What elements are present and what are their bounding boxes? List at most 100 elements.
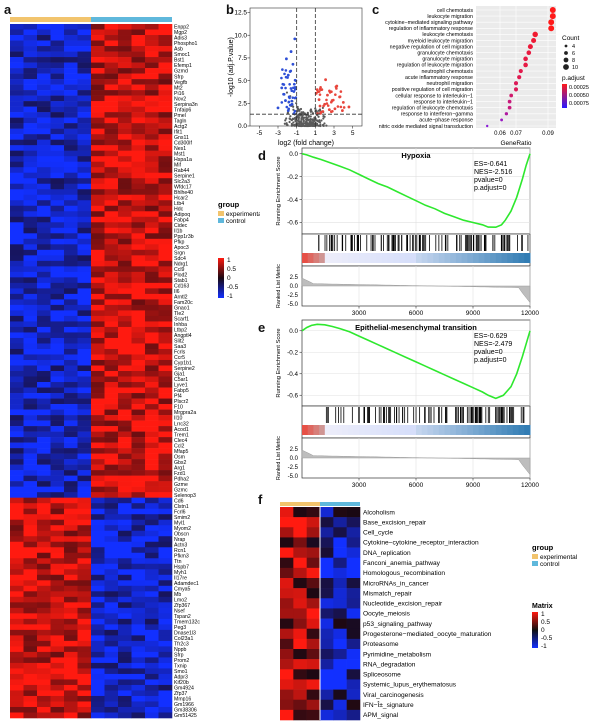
gene-label: Adamdec1	[174, 581, 199, 587]
heatmap-cell	[91, 448, 105, 454]
heatmap-cell	[10, 84, 24, 91]
heatmap-cell	[37, 227, 51, 234]
gene-label: Tmem132c	[174, 620, 200, 626]
gene-label: Tagln	[174, 118, 187, 124]
heatmap-cell	[77, 404, 92, 410]
pathway-heatmap-cell	[306, 618, 321, 630]
heatmap-cell	[37, 238, 51, 245]
heatmap-cell	[37, 150, 51, 157]
heatmap-cell	[23, 673, 38, 680]
gsea-e-y2-tick: -5.0	[288, 474, 299, 480]
heatmap-cell	[10, 101, 24, 107]
gsea-d-rank-strip	[364, 253, 371, 263]
volcano-point-nonsig	[323, 122, 326, 125]
heatmap-cell	[77, 613, 92, 620]
heatmap-cell	[145, 701, 159, 708]
heatmap-cell	[10, 150, 24, 157]
gene-label: Acod1	[174, 427, 189, 433]
heatmap-cell	[104, 668, 119, 675]
heatmap-cell	[158, 326, 173, 333]
heatmap-cell	[50, 222, 65, 229]
pathway-heatmap-cell	[280, 618, 294, 630]
heatmap-cell	[91, 470, 105, 476]
heatmap-cell	[10, 563, 24, 570]
volcano-xlabel: log2 (fold change)	[278, 140, 334, 147]
heatmap-cell	[158, 602, 173, 609]
heatmap-cell	[131, 29, 146, 36]
heatmap-cell	[64, 315, 78, 322]
heatmap-cell	[23, 503, 38, 509]
gsea-e-rank-strip	[501, 425, 508, 435]
heatmap-cell	[77, 536, 92, 543]
heatmap-cell	[145, 343, 159, 350]
gsea-d-rank-strip	[302, 253, 309, 263]
heatmap-cell	[77, 57, 92, 63]
gsea-e-rank-strip	[376, 425, 383, 435]
heatmap-cell	[10, 167, 24, 174]
gene-label: Fabp4	[174, 217, 189, 223]
heatmap-cell	[37, 51, 51, 58]
heatmap-cell	[50, 260, 65, 267]
heatmap-cell	[118, 222, 132, 229]
volcano-point-nonsig	[302, 119, 305, 122]
gsea-e-rank-strip	[495, 425, 502, 435]
heatmap-cell	[131, 244, 146, 251]
pathway-label: Fanconi_anemia_pathway	[363, 560, 441, 567]
volcano-point-down	[280, 101, 284, 104]
heatmap-cell	[50, 481, 65, 487]
gene-label: Sfrp	[174, 74, 184, 80]
heatmap-cell	[104, 90, 119, 96]
heatmap-cell	[145, 150, 159, 157]
heatmap-cell	[104, 470, 119, 476]
gene-label: Smo1	[174, 669, 188, 675]
heatmap-cell	[118, 112, 132, 118]
volcano-point-nonsig	[314, 107, 317, 110]
heatmap-cell	[91, 293, 105, 300]
heatmap-cell	[23, 371, 38, 377]
heatmap-cell	[145, 271, 159, 278]
heatmap-cell	[118, 266, 132, 273]
heatmap-cell	[118, 668, 132, 675]
volcano-point-down	[289, 50, 293, 53]
heatmap-cell	[50, 453, 65, 460]
heatmap-cell	[118, 271, 132, 278]
heatmap-cell	[10, 359, 24, 366]
volcano-point-nonsig	[285, 123, 288, 126]
heatmap-cell	[118, 651, 132, 658]
heatmap-cell	[104, 690, 119, 697]
gsea-e-rank-strip	[364, 425, 371, 435]
heatmap-cell	[50, 101, 65, 107]
heatmap-cell	[131, 613, 146, 620]
heatmap-cell	[158, 420, 173, 427]
volcano-point-nonsig	[300, 111, 304, 114]
gsea-e-x-tick: 9000	[466, 482, 481, 489]
heatmap-cell	[10, 321, 24, 328]
heatmap-cell	[131, 574, 146, 581]
heatmap-cell	[118, 354, 132, 361]
heatmap-cell	[77, 646, 92, 653]
gsea-e-rank-strip	[444, 425, 451, 435]
f-group-bar-control	[320, 502, 360, 506]
heatmap-cell	[10, 57, 24, 63]
volcano-point-nonsig	[319, 123, 322, 126]
heatmap-cell	[131, 382, 146, 388]
go-term-dot	[486, 124, 489, 128]
pathway-heatmap-cell	[306, 588, 321, 599]
heatmap-cell	[10, 172, 24, 179]
heatmap-cell	[118, 46, 132, 52]
heatmap-cell	[158, 536, 173, 543]
gene-label: Gzme	[174, 482, 188, 488]
heatmap-cell	[23, 492, 38, 498]
heatmap-cell	[77, 365, 92, 372]
heatmap-cell	[145, 481, 159, 487]
heatmap-cell	[50, 448, 65, 454]
gene-label: Peg3	[174, 625, 186, 631]
pathway-heatmap-cell	[333, 679, 347, 690]
heatmap-cell	[50, 613, 65, 620]
heatmap-cell	[145, 409, 159, 416]
volcano-point-nonsig	[310, 124, 313, 127]
heatmap-cell	[91, 530, 105, 537]
heatmap-cell	[10, 662, 24, 669]
heatmap-cell	[77, 420, 92, 427]
gsea-e-y-tick: -0.4	[287, 371, 298, 378]
